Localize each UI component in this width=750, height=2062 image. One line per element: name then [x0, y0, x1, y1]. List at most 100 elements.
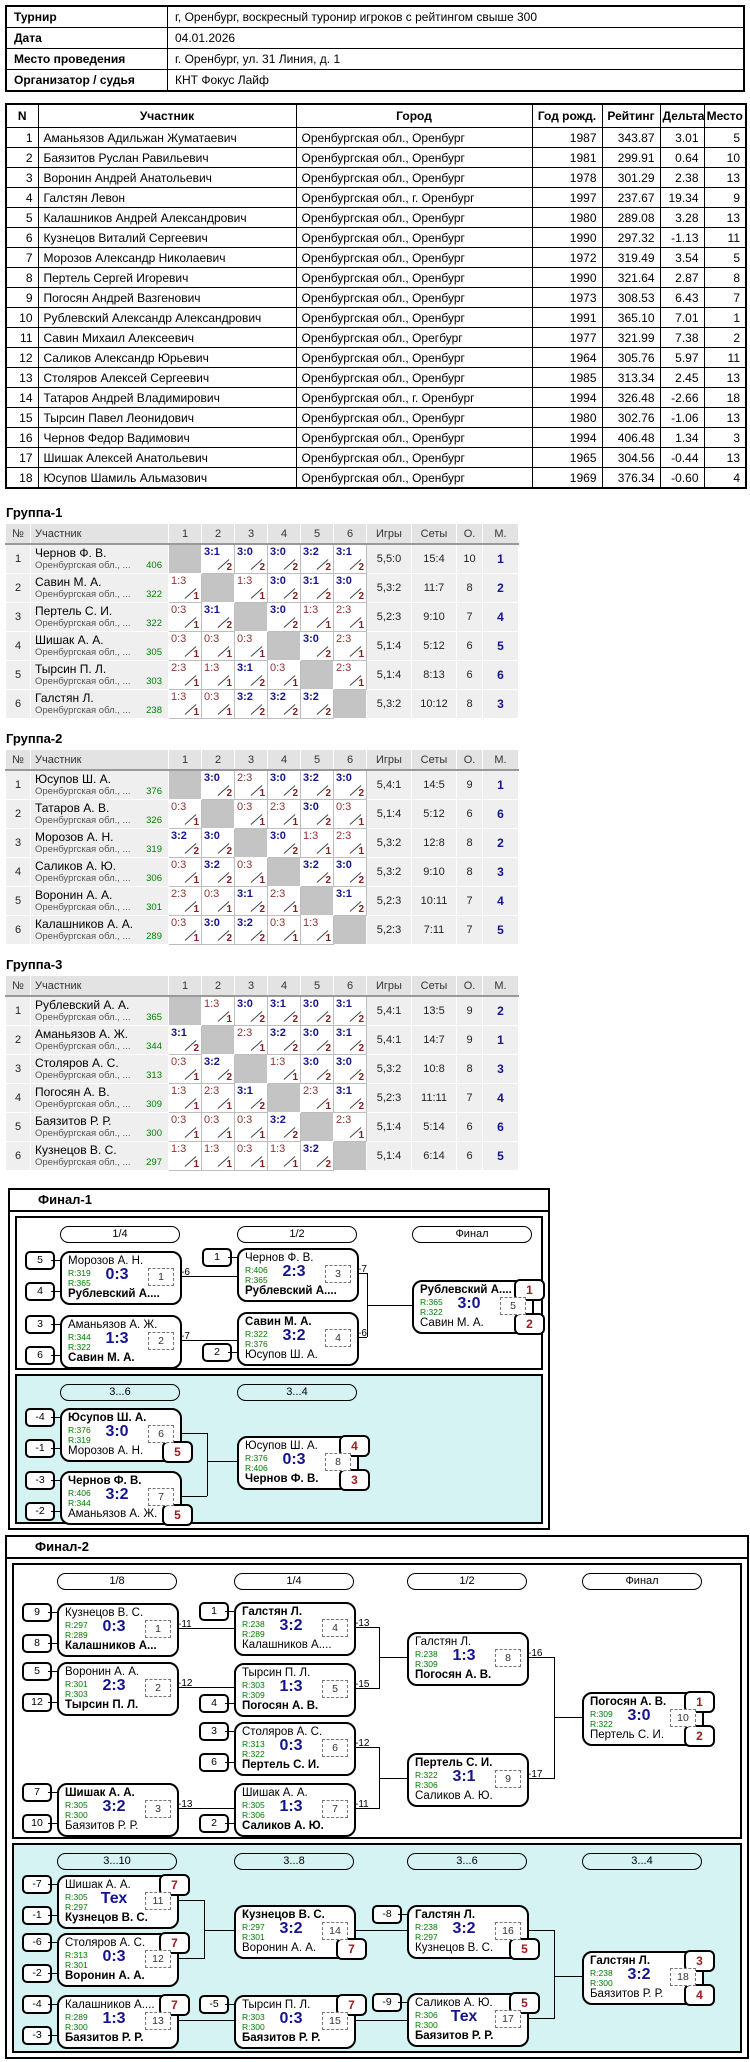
score-points: 1	[193, 875, 199, 886]
player-name: Калашников А....	[65, 1640, 157, 1652]
score-cell: 3:1 2	[333, 1083, 367, 1113]
score-cell: 1:3 1	[201, 995, 235, 1026]
participant-region: Оренбургская обл., ...	[35, 1012, 131, 1023]
points-cell: 7	[456, 886, 483, 916]
score-value: 3:2	[237, 691, 253, 703]
group-row: 4 Погосян А. В. Оренбургская обл., ... 309 1…	[5, 1083, 519, 1113]
seed-connector	[48, 1671, 57, 1672]
score-points: 2	[325, 1043, 331, 1054]
place-badge: 7	[159, 1932, 190, 1954]
player-name: Рублевский А....	[420, 1284, 512, 1296]
score-cell: 3:1 2	[333, 995, 367, 1026]
score-points: 2	[226, 788, 232, 799]
seed-connector	[225, 1703, 234, 1704]
match-box: Шишак А. А. R:305 Саликов А. Ю. R:306 1:3 7	[234, 1783, 356, 1837]
player-name: Чернов Ф. В.	[68, 1475, 142, 1487]
participant-rating: 306	[146, 873, 162, 884]
match-number: 3	[325, 1265, 351, 1283]
seed-connector	[48, 2035, 57, 2036]
score-points: 1	[292, 817, 298, 828]
match-number: 17	[495, 2010, 521, 2028]
score-points: 2	[292, 846, 298, 857]
seed-connector	[51, 1260, 60, 1261]
diagonal-cell	[234, 1054, 268, 1084]
place-cell: 5	[482, 1141, 519, 1171]
match-score: Тех	[450, 2008, 478, 2025]
score-value: 0:3	[237, 1114, 253, 1126]
player-rating: R:309	[242, 1690, 265, 1700]
participant-row: 17 Шишак Алексей Анатольевич Оренбургская …	[5, 447, 747, 468]
score-value: 1:3	[303, 830, 319, 842]
seed-connector	[51, 1448, 60, 1449]
participant-region: Оренбургская обл., ...	[35, 1099, 131, 1110]
games-cell: 5,2:3	[366, 886, 412, 916]
participant-city: Оренбургская обл., Оренбург	[295, 267, 533, 288]
player-rating: R:306	[242, 1810, 265, 1820]
seed-connector	[398, 2002, 407, 2003]
score-points: 1	[193, 707, 199, 718]
diagonal-cell	[201, 799, 235, 829]
match-score: 1:3	[452, 1647, 476, 1664]
bracket-title: Финал-1	[10, 1190, 548, 1212]
score-points: 1	[226, 649, 232, 660]
participant-name: Столяров Алексей Сергеевич	[37, 367, 297, 388]
column-header: М.	[482, 749, 519, 771]
participant-rating: 301	[146, 902, 162, 913]
column-header: 2	[201, 749, 235, 771]
group-row: 6 Калашников А. А. Оренбургская обл., ... 2…	[5, 915, 519, 945]
participant-delta: 7.38	[659, 327, 705, 348]
participant-year: 1972	[531, 247, 603, 268]
match-number: 6	[322, 1739, 348, 1757]
sets-cell: 8:13	[411, 660, 457, 690]
participant-rating: 322	[146, 618, 162, 629]
seed-connector	[228, 1352, 237, 1353]
participant-name: Пертель Сергей Игоревич	[37, 267, 297, 288]
participant-name: Столяров А. С.	[35, 1057, 119, 1070]
score-value: 0:3	[171, 1114, 187, 1126]
participant-region: Оренбургская обл., ...	[35, 1128, 131, 1139]
player-rating: R:305	[65, 1892, 88, 1902]
column-header: 5	[300, 975, 334, 997]
group-table: № Участник 1 2 3 4 5 6 Игры Сеты О. М. 1 Рублевский А…	[5, 975, 519, 1171]
participant-delta: 2.38	[659, 167, 705, 188]
player-name: Морозов А. Н.	[68, 1255, 144, 1267]
group-participant: Савин М. А. Оренбургская обл., ... 322	[30, 573, 169, 603]
participant-city: Оренбургская обл., Оренбург	[295, 307, 533, 328]
player-name: Воронин А. А.	[65, 1666, 140, 1678]
group-row: 5 Баязитов Р. Р. Оренбургская обл., ... 300…	[5, 1112, 519, 1142]
player-rating: R:238	[242, 1619, 265, 1629]
score-value: 1:3	[171, 1085, 187, 1097]
score-value: 0:3	[171, 801, 187, 813]
participant-row: 13 Столяров Алексей Сергеевич Оренбургская…	[5, 367, 747, 388]
participant-city: Оренбургская обл., Оренбург	[295, 467, 533, 489]
seed-connector	[48, 1612, 57, 1613]
points-cell: 8	[456, 573, 483, 603]
info-value: КНТ Фокус Лайф	[167, 69, 745, 92]
games-cell: 5,2:3	[366, 915, 412, 945]
connector-line	[207, 1433, 208, 1496]
score-value: 3:0	[336, 772, 352, 784]
place-cell: 2	[482, 573, 519, 603]
match-score: 1:3	[102, 2010, 126, 2027]
score-cell: 3:0 2	[300, 1025, 334, 1055]
points-cell: 9	[456, 995, 483, 1026]
participant-subline: Оренбургская обл., ... 376	[35, 786, 164, 797]
sets-cell: 13:5	[411, 995, 457, 1026]
place-badge: 5	[509, 1992, 540, 2014]
group-participant: Шишак А. А. Оренбургская обл., ... 305	[30, 631, 169, 661]
round-pill: 3...6	[407, 1853, 527, 1870]
participant-row: 7 Морозов Александр Николаевич Оренбургска…	[5, 247, 747, 268]
match-score: 3:2	[282, 1327, 306, 1344]
score-cell: 3:1 2	[300, 573, 334, 603]
sets-cell: 5:12	[411, 631, 457, 661]
score-cell: 3:0 2	[333, 769, 367, 800]
place-cell: 4	[482, 602, 519, 632]
score-cell: 2:3 1	[300, 1083, 334, 1113]
participant-name: Юсупов Шамиль Альмазович	[37, 467, 297, 489]
score-value: 2:3	[336, 633, 352, 645]
participant-delta: 19.34	[659, 187, 705, 208]
score-value: 3:2	[204, 859, 220, 871]
player-name: Рублевский А....	[68, 1288, 160, 1300]
player-rating: R:300	[415, 2020, 438, 2030]
